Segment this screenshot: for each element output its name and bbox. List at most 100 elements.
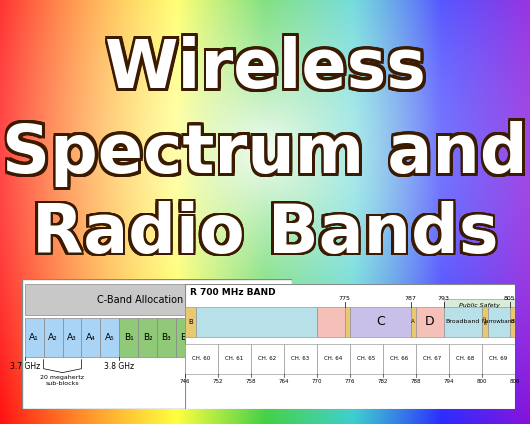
- Bar: [344, 307, 350, 337]
- Text: Wireless: Wireless: [102, 37, 423, 103]
- Text: CH. 69: CH. 69: [489, 357, 508, 362]
- Bar: [383, 344, 416, 374]
- Text: CH. 67: CH. 67: [423, 357, 441, 362]
- Text: Wireless: Wireless: [105, 33, 427, 100]
- Text: Radio Bands: Radio Bands: [34, 198, 501, 265]
- Text: Radio Bands: Radio Bands: [33, 201, 500, 267]
- Text: Spectrum and: Spectrum and: [5, 120, 530, 186]
- Bar: [138, 318, 157, 357]
- Bar: [350, 307, 411, 337]
- Bar: [444, 299, 515, 312]
- Text: A: A: [411, 319, 415, 324]
- Text: Spectrum and: Spectrum and: [0, 123, 525, 189]
- Text: Spectrum and: Spectrum and: [4, 121, 529, 187]
- Text: Radio Bands: Radio Bands: [32, 204, 498, 270]
- Bar: [317, 344, 350, 374]
- Text: Wireless: Wireless: [103, 39, 425, 104]
- Text: 800: 800: [477, 379, 487, 384]
- Text: 758: 758: [246, 379, 256, 384]
- Text: C: C: [376, 315, 385, 328]
- Text: 752: 752: [213, 379, 223, 384]
- Text: Wireless: Wireless: [102, 36, 423, 102]
- Text: Broadband: Broadband: [446, 319, 480, 324]
- Text: Radio Bands: Radio Bands: [29, 198, 496, 265]
- Text: G
B: G B: [483, 317, 487, 326]
- Text: Spectrum and: Spectrum and: [1, 123, 526, 189]
- Text: Wireless: Wireless: [103, 34, 425, 100]
- Text: 3.98 GHz: 3.98 GHz: [272, 362, 307, 371]
- Text: Radio Bands: Radio Bands: [30, 201, 497, 267]
- Text: Spectrum and: Spectrum and: [0, 123, 525, 190]
- Text: A₁: A₁: [29, 333, 39, 342]
- Bar: [251, 344, 284, 374]
- Bar: [317, 307, 344, 337]
- Text: Spectrum and: Spectrum and: [0, 120, 525, 186]
- Text: CH. 65: CH. 65: [357, 357, 376, 362]
- Bar: [176, 318, 195, 357]
- Text: 793: 793: [437, 296, 449, 301]
- Bar: [25, 318, 43, 357]
- Bar: [444, 307, 482, 337]
- Bar: [185, 307, 196, 337]
- Bar: [449, 344, 482, 374]
- Bar: [119, 318, 138, 357]
- Text: Spectrum and: Spectrum and: [2, 120, 528, 186]
- Text: Wireless: Wireless: [102, 33, 423, 100]
- Text: B₃: B₃: [162, 333, 171, 342]
- Text: Wireless: Wireless: [107, 34, 428, 100]
- Bar: [350, 344, 383, 374]
- Text: Wireless: Wireless: [103, 36, 425, 102]
- Text: Spectrum and: Spectrum and: [1, 118, 526, 184]
- Text: Radio Bands: Radio Bands: [34, 200, 501, 265]
- Text: CH. 62: CH. 62: [259, 357, 277, 362]
- Bar: [416, 344, 449, 374]
- Text: 805: 805: [504, 296, 515, 301]
- Text: Wireless: Wireless: [104, 37, 426, 103]
- Bar: [63, 318, 82, 357]
- Text: 806: 806: [510, 379, 520, 384]
- Text: CH. 64: CH. 64: [324, 357, 342, 362]
- Text: Wireless: Wireless: [107, 36, 428, 102]
- Bar: [82, 318, 100, 357]
- Text: Radio Bands: Radio Bands: [32, 198, 498, 265]
- Text: 782: 782: [378, 379, 388, 384]
- Text: 775: 775: [339, 296, 350, 301]
- Text: Radio Bands: Radio Bands: [33, 203, 500, 268]
- Text: C₂: C₂: [237, 333, 247, 342]
- Text: Wireless: Wireless: [105, 34, 427, 100]
- Text: 770: 770: [312, 379, 322, 384]
- Text: Wireless: Wireless: [105, 36, 427, 102]
- Text: CH. 66: CH. 66: [391, 357, 409, 362]
- Text: 794: 794: [444, 379, 454, 384]
- Text: D: D: [425, 315, 435, 328]
- Text: CH. 61: CH. 61: [225, 357, 244, 362]
- Bar: [482, 344, 515, 374]
- Text: A₄: A₄: [86, 333, 96, 342]
- Text: A₂: A₂: [48, 333, 58, 342]
- Text: 3.7 GHz: 3.7 GHz: [10, 362, 40, 371]
- Bar: [214, 318, 233, 357]
- Text: Radio Bands: Radio Bands: [30, 204, 497, 270]
- Text: 776: 776: [344, 379, 355, 384]
- Text: 3.9 GHz: 3.9 GHz: [199, 362, 229, 371]
- Text: Spectrum and: Spectrum and: [2, 123, 528, 190]
- Text: C-Band Allocation for 5G: C-Band Allocation for 5G: [97, 295, 217, 305]
- Bar: [488, 307, 509, 337]
- Bar: [100, 318, 119, 357]
- Text: Radio Bands: Radio Bands: [33, 204, 500, 270]
- Text: A₃: A₃: [67, 333, 77, 342]
- Text: C₁: C₁: [218, 333, 228, 342]
- Bar: [195, 318, 214, 357]
- Text: Spectrum and: Spectrum and: [2, 123, 528, 189]
- Text: Narrowband: Narrowband: [482, 319, 515, 324]
- Text: CH. 63: CH. 63: [292, 357, 310, 362]
- Bar: [482, 307, 488, 337]
- Text: Radio Bands: Radio Bands: [34, 204, 501, 270]
- Text: B₄: B₄: [181, 333, 190, 342]
- Text: CH. 60: CH. 60: [192, 357, 210, 362]
- Text: Radio Bands: Radio Bands: [29, 203, 496, 268]
- Bar: [233, 318, 252, 357]
- Text: 3.8 GHz: 3.8 GHz: [104, 362, 134, 371]
- Text: Radio Bands: Radio Bands: [33, 200, 500, 265]
- Bar: [270, 318, 289, 357]
